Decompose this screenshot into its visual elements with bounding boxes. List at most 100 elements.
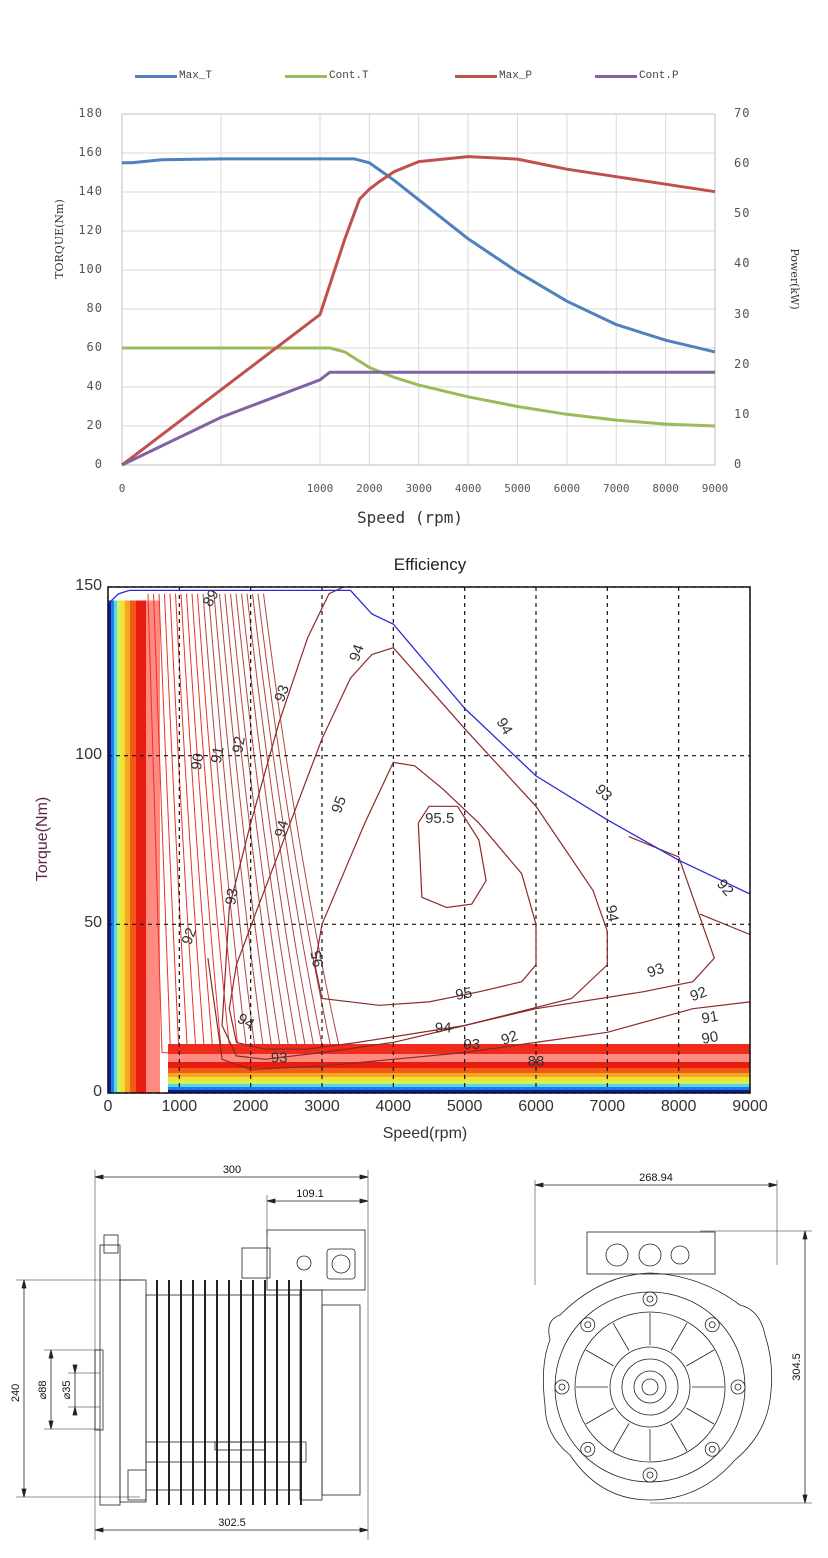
rib	[585, 1349, 614, 1367]
heat-band-bottom	[168, 1084, 750, 1087]
series-line-cont-p	[121, 370, 715, 467]
contour-line-low	[153, 593, 751, 1080]
efficiency-x-tick-label: 6000	[518, 1098, 554, 1115]
dim-240-label: 240	[10, 1384, 22, 1402]
contour-label: 92	[179, 926, 201, 947]
x-tick-label: 4000	[454, 482, 482, 495]
x-tick-label: 0	[118, 482, 126, 495]
contour-label: 92	[688, 983, 709, 1005]
efficiency-x-tick-label: 7000	[589, 1098, 626, 1115]
contour-line-low	[224, 593, 751, 1072]
dim-268-label: 268.94	[639, 1172, 673, 1184]
dim-302-label: 302.5	[218, 1517, 246, 1529]
efficiency-x-tick-label: 5000	[446, 1098, 483, 1115]
contour-line-low	[197, 593, 751, 1075]
contour-line-low	[164, 593, 751, 1079]
legend-label: Max_T	[179, 70, 213, 82]
efficiency-x-tick-label: 0	[103, 1098, 113, 1115]
efficiency-x-tick-label: 8000	[660, 1098, 697, 1115]
heat-band-left	[130, 600, 136, 1093]
y-right-tick-label: 60	[734, 156, 751, 171]
legend-label: Max_P	[499, 70, 533, 82]
y-right-tick-label: 0	[734, 457, 743, 471]
contour-line-low	[241, 593, 751, 1070]
y-left-tick-label: 160	[78, 145, 103, 159]
dim-300-label: 300	[223, 1164, 241, 1176]
contour-label: 90	[700, 1028, 719, 1048]
contour-line-low	[208, 593, 751, 1074]
contour-line-low	[252, 593, 751, 1069]
bolt	[580, 1441, 596, 1457]
contour-label: 93	[271, 683, 293, 704]
contour-line-low	[158, 593, 751, 1079]
heat-band-bottom	[168, 1054, 750, 1062]
legend-label: Cont.T	[329, 70, 369, 82]
contour-95	[314, 761, 537, 1006]
legend-item-max-p: Max_P	[455, 70, 532, 82]
series-line-cont-t	[122, 346, 716, 428]
y-right-tick-label: 10	[734, 406, 751, 421]
contour-label: 93	[591, 781, 615, 805]
bolt	[704, 1441, 720, 1457]
legend-swatch	[595, 74, 637, 78]
efficiency-x-tick-label: 1000	[161, 1098, 198, 1115]
x-tick-label: 3000	[405, 482, 433, 495]
contour-label: 91	[700, 1008, 719, 1028]
legend-label: Cont.P	[639, 70, 679, 82]
contour-label: 94	[272, 818, 293, 839]
rib	[686, 1407, 715, 1425]
side-view-drawing: 300 109.1 302.5 240 ⌀88 ⌀35	[10, 1164, 812, 1540]
efficiency-x-tick-label: 2000	[232, 1098, 269, 1115]
efficiency-plot: 95.5959595949494949494939393939393929292…	[107, 586, 751, 1094]
bolt	[554, 1379, 570, 1395]
contour-label: 95	[454, 984, 473, 1004]
legend-swatch	[135, 74, 177, 78]
y-left-tick-label: 80	[86, 301, 103, 315]
contour-label: 92	[229, 735, 249, 754]
contour-label: 93	[645, 960, 666, 982]
contour-line-low	[147, 593, 751, 1081]
y-right-tick-label: 70	[734, 106, 751, 120]
legend-swatch	[455, 74, 497, 78]
dim-109-label: 109.1	[296, 1188, 324, 1200]
contour-line-low	[169, 593, 751, 1078]
efficiency-title: Efficiency	[393, 555, 467, 574]
y-left-tick-label: 0	[94, 457, 103, 471]
contour-line-low	[263, 593, 751, 1068]
y-left-tick-label: 40	[86, 379, 103, 393]
series-line-max-t	[122, 157, 716, 354]
efficiency-x-label: Speed(rpm)	[382, 1125, 468, 1142]
contour-93	[228, 586, 344, 908]
x-tick-label: 2000	[356, 482, 383, 495]
legend-item-cont-t: Cont.T	[285, 70, 369, 82]
series-line-max-p	[121, 155, 716, 467]
y-right-tick-label: 40	[734, 256, 751, 271]
y-left-tick-label: 100	[78, 262, 103, 276]
efficiency-frame	[107, 586, 751, 1094]
heat-band-left	[111, 600, 114, 1093]
heat-band-bottom	[168, 1062, 750, 1068]
contour-label: 92	[499, 1027, 520, 1049]
heat-band-left	[146, 600, 160, 1093]
heat-band-left	[125, 600, 130, 1093]
contour-label: 95	[328, 794, 350, 815]
heat-band-left	[117, 600, 121, 1093]
shaft	[633, 1370, 667, 1404]
contour-94	[228, 647, 608, 1050]
contour-label: 95.5	[425, 810, 454, 827]
efficiency-y-tick-label: 150	[75, 577, 102, 594]
x-tick-label: 6000	[553, 482, 581, 495]
contour-label: 94	[602, 904, 622, 923]
bolt	[580, 1317, 596, 1333]
bolt	[642, 1291, 658, 1307]
efficiency-x-tick-label: 3000	[304, 1098, 340, 1115]
contour-line-low	[235, 593, 751, 1071]
y-right-tick-label: 30	[734, 306, 751, 321]
motor-end-cover	[542, 1272, 773, 1501]
x-tick-label: 9000	[701, 482, 729, 495]
rib	[612, 1322, 630, 1351]
contour-95.5	[417, 805, 487, 909]
contour-line-low	[186, 593, 751, 1076]
contour-line-low	[191, 593, 751, 1076]
plot-frame	[121, 113, 716, 466]
